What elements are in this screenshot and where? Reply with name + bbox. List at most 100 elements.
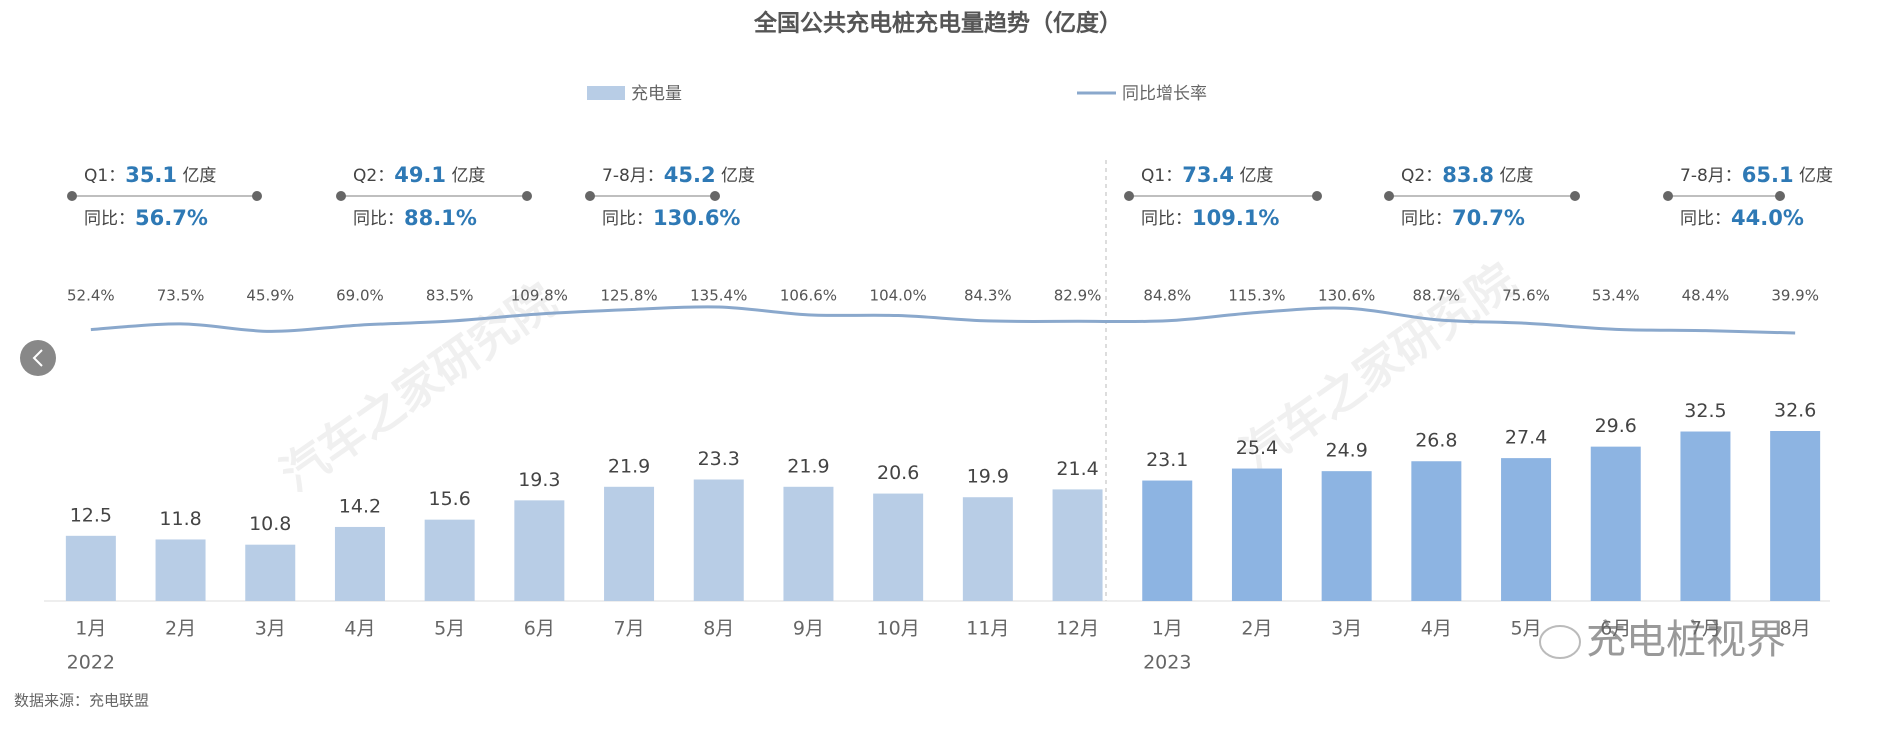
annotation-period: Q2： (353, 166, 394, 186)
bar (1680, 431, 1731, 601)
bar-value-label: 21.9 (787, 455, 829, 477)
annotation-yoy-value: 70.7% (1452, 206, 1525, 230)
line-value-label: 45.9% (246, 287, 294, 305)
bar-value-label: 14.2 (339, 495, 381, 517)
x-tick-label: 12月 (1056, 618, 1099, 640)
annotation-value: 65.1 (1742, 163, 1794, 187)
annotation-value: 49.1 (394, 163, 446, 187)
logo-icon (1539, 625, 1581, 659)
nav-button[interactable] (20, 340, 56, 376)
line-value-label: 53.4% (1592, 287, 1640, 305)
annotation-dot (1775, 191, 1785, 201)
annotation-dot (252, 191, 262, 201)
x-tick-label: 1月 (75, 618, 106, 640)
annotation-dot (710, 191, 720, 201)
bar-value-label: 21.9 (608, 455, 650, 477)
annotation-value: 45.2 (664, 163, 716, 187)
bar-value-label: 10.8 (249, 513, 291, 535)
bar-value-label: 26.8 (1415, 430, 1457, 452)
bar (1052, 489, 1103, 601)
line-value-label: 83.5% (426, 287, 474, 305)
bar-value-label: 32.5 (1684, 400, 1726, 422)
annotation-yoy: 同比：109.1% (1141, 206, 1279, 230)
annotation-value: 83.8 (1442, 163, 1494, 187)
annotation-dot (522, 191, 532, 201)
bar-value-label: 29.6 (1595, 415, 1637, 437)
annotation-yoy-label: 同比： (1401, 209, 1452, 229)
line-value-label: 125.8% (600, 287, 657, 305)
bar-value-label: 21.4 (1056, 458, 1098, 480)
x-group-label: 2022 (67, 652, 115, 674)
bar-value-label: 23.1 (1146, 449, 1188, 471)
bar (693, 479, 744, 601)
bar (1501, 458, 1552, 601)
line-value-label: 82.9% (1054, 287, 1102, 305)
annotation-unit: 亿度 (1239, 166, 1273, 186)
bar (155, 539, 206, 601)
line-value-label: 52.4% (67, 287, 115, 305)
x-tick-label: 10月 (877, 618, 920, 640)
annotation-yoy-label: 同比： (1141, 209, 1192, 229)
x-tick-label: 7月 (1690, 618, 1721, 640)
line-value-label: 115.3% (1228, 287, 1285, 305)
legend-label: 充电量 (631, 84, 682, 104)
bar (962, 497, 1013, 601)
x-tick-label: 4月 (344, 618, 375, 640)
bar-value-label: 25.4 (1236, 437, 1278, 459)
annotation-yoy: 同比：88.1% (353, 206, 477, 230)
annotation-value: 73.4 (1182, 163, 1234, 187)
nav-arrow (32, 349, 43, 367)
bar (334, 526, 385, 601)
bar-value-label: 11.8 (159, 508, 201, 530)
annotation-period: Q2： (1401, 166, 1442, 186)
bar-value-label: 20.6 (877, 462, 919, 484)
annotation-yoy: 同比：44.0% (1680, 206, 1804, 230)
logo-text: 充电桩视界 (1586, 617, 1786, 663)
annotation-unit: 亿度 (1799, 166, 1833, 186)
line-value-label: 130.6% (1318, 287, 1375, 305)
annotation-unit: 亿度 (451, 166, 485, 186)
annotation-yoy: 同比：130.6% (602, 206, 740, 230)
annotation-yoy-value: 130.6% (653, 206, 740, 230)
x-tick-label: 5月 (1511, 618, 1542, 640)
x-tick-label: 8月 (1780, 618, 1811, 640)
annotation-dot (1124, 191, 1134, 201)
annotation-dot (1384, 191, 1394, 201)
bar-value-label: 24.9 (1325, 440, 1367, 462)
logo: 充电桩视界 (1539, 617, 1786, 663)
annotation-yoy-label: 同比： (1680, 209, 1731, 229)
annotation-yoy-value: 44.0% (1731, 206, 1804, 230)
legend-label: 同比增长率 (1122, 84, 1207, 104)
annotation-value: 35.1 (125, 163, 177, 187)
annotation-yoy-label: 同比： (84, 209, 135, 229)
annotation-dot (336, 191, 346, 201)
annotation-dot (1663, 191, 1673, 201)
annotation-yoy: 同比：70.7% (1401, 206, 1525, 230)
line-value-label: 88.7% (1413, 287, 1461, 305)
line-value-label: 135.4% (690, 287, 747, 305)
annotation-line: Q2：49.1 亿度 (353, 163, 485, 187)
bar-value-label: 32.6 (1774, 400, 1816, 422)
x-tick-label: 4月 (1421, 618, 1452, 640)
annotation-yoy: 同比：56.7% (84, 206, 208, 230)
bar (1590, 446, 1641, 601)
annotation-yoy-label: 同比： (602, 209, 653, 229)
annotation-line: Q1：35.1 亿度 (84, 163, 216, 187)
source-note: 数据来源：充电联盟 (14, 692, 149, 710)
x-tick-label: 2月 (1241, 618, 1272, 640)
line-value-label: 75.6% (1502, 287, 1550, 305)
line-value-label: 48.4% (1682, 287, 1730, 305)
watermark: 汽车之家研究院 (271, 273, 566, 502)
bar (424, 519, 475, 601)
x-tick-label: 3月 (255, 618, 286, 640)
line (90, 305, 1796, 335)
annotation-yoy-value: 88.1% (404, 206, 477, 230)
bar (1770, 431, 1821, 601)
x-tick-label: 5月 (434, 618, 465, 640)
chart-title: 全国公共充电桩充电量趋势（亿度） (753, 10, 1122, 37)
annotation-unit: 亿度 (182, 166, 216, 186)
